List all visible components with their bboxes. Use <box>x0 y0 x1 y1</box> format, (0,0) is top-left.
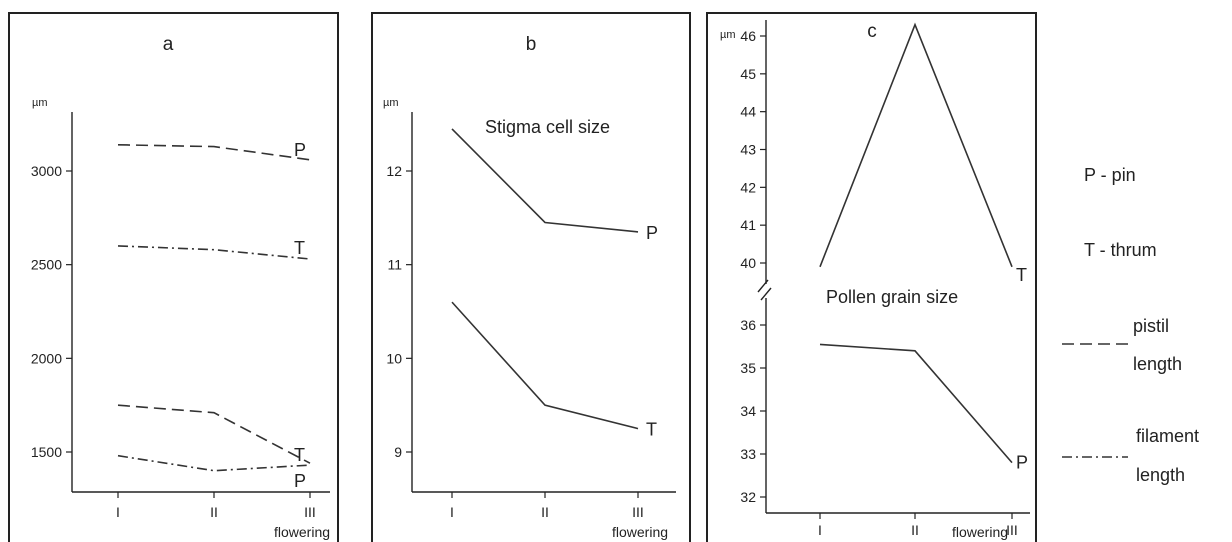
panel-c-series-p <box>820 344 1012 462</box>
panel-b-y-tick-label: 9 <box>394 444 402 460</box>
panel-b-frame <box>372 13 690 542</box>
panel-a-y-tick-label: 2000 <box>31 350 62 366</box>
panel-b-x-tick-label: III <box>632 504 644 520</box>
panel-a-letter: a <box>163 34 174 55</box>
panel-c-y-tick-label: 45 <box>740 66 756 82</box>
panel-b-y-ticks: 9 10 11 12 <box>386 163 412 460</box>
panel-c-series-end-label: T <box>1016 265 1027 285</box>
panel-b-series-p <box>452 129 638 232</box>
panel-a-x-tick-label: III <box>304 504 316 520</box>
panel-a-y-ticks: 1500 2000 2500 3000 <box>31 163 72 460</box>
panel-c-title: Pollen grain size <box>826 287 958 307</box>
panel-c-y-ticks: 40 41 42 43 44 45 46 32 33 34 35 36 <box>740 28 766 505</box>
legend-pin: P - pin <box>1084 165 1136 185</box>
panel-c-y-tick-label: 44 <box>740 104 756 120</box>
panel-a-x-label: flowering <box>274 524 330 540</box>
panel-a-unit: µm <box>32 97 48 109</box>
panel-c-y-tick-label: 34 <box>740 403 756 419</box>
panel-a-y-tick-label: 3000 <box>31 163 62 179</box>
panel-a-series-p-dashdot <box>118 456 310 471</box>
panel-b-title: Stigma cell size <box>485 117 610 137</box>
legend-filament-line1: filament <box>1136 426 1199 446</box>
panel-b-unit: µm <box>383 97 399 109</box>
panel-a-series-end-label: P <box>294 471 306 491</box>
panel-a-series-t-dashed <box>118 405 310 463</box>
panel-a-x-ticks: I II III <box>116 492 316 520</box>
panel-c-y-tick-label: 41 <box>740 217 756 233</box>
panel-c-axis-break-1 <box>758 280 768 292</box>
panel-b-x-tick-label: I <box>450 504 454 520</box>
panel-a-y-tick-label: 2500 <box>31 257 62 273</box>
panel-b-x-label: flowering <box>612 524 668 540</box>
panel-c-y-tick-label: 42 <box>740 179 756 195</box>
panel-b-series-end-label: P <box>646 223 658 243</box>
panel-a-series-end-label: T <box>294 238 305 258</box>
panel-c-letter: c <box>867 21 877 42</box>
panel-a-y-tick-label: 1500 <box>31 444 62 460</box>
panel-c-series-end-label: P <box>1016 453 1028 473</box>
panel-c-y-tick-label: 43 <box>740 142 756 158</box>
panel-c-unit: µm <box>720 29 736 41</box>
panel-c-y-tick-label: 32 <box>740 489 756 505</box>
panel-b-x-tick-label: II <box>541 504 549 520</box>
panel-b-x-ticks: I II III <box>450 492 644 520</box>
panel-a-x-tick-label: I <box>116 504 120 520</box>
panel-c-frame <box>707 13 1036 542</box>
panel-c-y-tick-label: 35 <box>740 360 756 376</box>
panel-b-series-t <box>452 302 638 429</box>
panel-a-frame <box>9 13 338 542</box>
panel-b-series: PT <box>452 129 658 440</box>
panel-b-series-end-label: T <box>646 420 657 440</box>
panel-c-y-tick-label: 40 <box>740 255 756 271</box>
legend-pistil-line2: length <box>1133 354 1182 374</box>
panel-a-series-t-dashdot <box>118 246 310 259</box>
panel-c-series-t <box>820 25 1012 267</box>
legend: P - pin T - thrum pistil length filament… <box>1062 165 1199 485</box>
panel-c-y-tick-label: 46 <box>740 28 756 44</box>
panel-a-series-p-dashed <box>118 145 310 160</box>
panel-b-y-tick-label: 12 <box>386 163 402 179</box>
panel-c-x-label: flowering <box>952 524 1008 540</box>
panel-c-y-tick-label: 33 <box>740 446 756 462</box>
panel-c: c µm Pollen grain size 40 41 42 43 44 45 46 32 3… <box>707 13 1036 542</box>
legend-filament-line2: length <box>1136 465 1185 485</box>
panel-c-y-tick-label: 36 <box>740 317 756 333</box>
legend-thrum: T - thrum <box>1084 240 1157 260</box>
panel-a-series-end-label: T <box>294 445 305 465</box>
panel-a-x-tick-label: II <box>210 504 218 520</box>
panel-a-series-end-label: P <box>294 140 306 160</box>
panel-b-y-tick-label: 11 <box>387 257 402 273</box>
panel-b-y-tick-label: 10 <box>386 350 402 366</box>
panel-c-x-tick-label: II <box>911 522 919 538</box>
panel-c-x-tick-label: I <box>818 522 822 538</box>
legend-pistil-line1: pistil <box>1133 316 1169 336</box>
panel-b-letter: b <box>526 34 537 55</box>
panel-c-series: TP <box>820 25 1028 473</box>
